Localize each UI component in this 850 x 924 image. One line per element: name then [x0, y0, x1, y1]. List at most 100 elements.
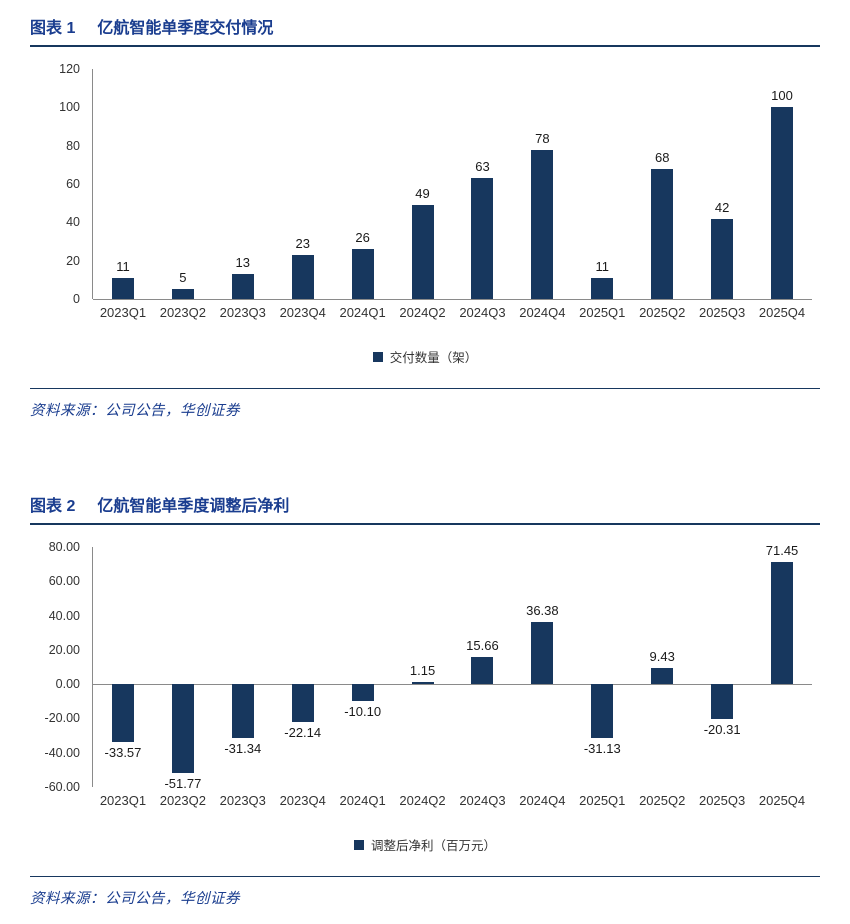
quarterly-adjusted-net-profit-bar-chart: -33.57 2023Q1 -51.77 2023Q2 -31.34 2023Q3 -22.… — [30, 540, 820, 817]
bar — [651, 667, 674, 685]
y-axis-tick-label: 0.00 — [55, 677, 80, 692]
figure-2-legend: 调整后净利（百万元） — [30, 835, 820, 854]
x-axis-category-label: 2023Q3 — [219, 305, 266, 320]
figure-2: 图表 2 亿航智能单季度调整后净利 -33.57 2023Q1 -51.77 2023… — [30, 492, 820, 908]
x-axis-category-label: 2024Q1 — [339, 793, 386, 808]
bar — [771, 561, 794, 685]
bar-value-label: 68 — [654, 149, 670, 165]
y-axis-tick-label: 60.00 — [48, 574, 80, 589]
bar-value-label: 36.38 — [526, 602, 559, 618]
bar-value-label: 42 — [714, 199, 730, 215]
x-axis-category-label: 2025Q2 — [639, 793, 686, 808]
bar — [171, 289, 194, 299]
figure-1-legend: 交付数量（架） — [30, 347, 820, 366]
bar — [291, 684, 314, 723]
figure-2-label: 图表 2 — [30, 498, 76, 515]
bar-value-label: 5 — [179, 270, 187, 286]
bar — [471, 657, 494, 685]
x-axis-category-label: 2023Q4 — [279, 305, 326, 320]
x-axis-category-label: 2023Q3 — [219, 793, 266, 808]
x-axis-category-label: 2024Q3 — [459, 793, 506, 808]
bar-value-label: 11 — [116, 258, 130, 274]
x-axis-category-label: 2023Q1 — [99, 305, 147, 320]
figure-1-header: 图表 1 亿航智能单季度交付情况 — [30, 14, 820, 47]
bar — [471, 178, 494, 299]
x-axis-category-label: 2025Q2 — [639, 305, 686, 320]
y-axis-tick-label: 80.00 — [48, 540, 80, 554]
y-axis-tick-label: 60 — [66, 177, 80, 191]
legend-swatch-icon — [372, 351, 383, 362]
y-axis-tick-label: 100 — [59, 100, 80, 115]
separator-line — [30, 388, 820, 389]
bar — [231, 274, 254, 299]
y-axis-tick-label: 40.00 — [48, 608, 80, 623]
bar — [411, 682, 434, 685]
legend-label: 交付数量（架） — [389, 351, 478, 365]
y-axis-tick-label: -60.00 — [44, 780, 80, 794]
bar-value-label: 100 — [771, 88, 793, 104]
bar — [291, 254, 314, 299]
x-axis-category-label: 2023Q4 — [279, 793, 326, 808]
bar — [351, 684, 374, 702]
bar-value-label: 63 — [475, 159, 490, 175]
x-axis-category-label: 2025Q1 — [579, 305, 626, 320]
bar-value-label: 1.15 — [409, 663, 436, 679]
figure-1-title: 亿航智能单季度交付情况 — [97, 20, 274, 37]
x-axis-category-label: 2024Q2 — [399, 793, 446, 808]
bar-value-label: 71.45 — [765, 542, 799, 558]
x-axis-category-label: 2025Q4 — [758, 793, 806, 808]
x-axis-category-label: 2023Q2 — [159, 305, 206, 320]
figure-1-source-note: 资料来源：公司公告，华创证券 — [30, 403, 240, 419]
bar — [591, 277, 614, 299]
x-axis-category-label: 2025Q3 — [698, 793, 746, 808]
bar — [531, 621, 554, 685]
figure-1-label: 图表 1 — [30, 20, 76, 37]
figure-2-header: 图表 2 亿航智能单季度调整后净利 — [30, 492, 820, 525]
quarterly-deliveries-bar-chart: 11 2023Q1 5 2023Q2 13 2023Q3 23 2023Q4 26 2024Q1 4… — [30, 62, 820, 329]
bar — [771, 107, 794, 299]
legend-label: 调整后净利（百万元） — [370, 839, 496, 853]
y-axis-tick-label: 40 — [66, 215, 80, 230]
bar-value-label: 26 — [355, 230, 370, 246]
bar — [531, 149, 554, 299]
x-axis-category-label: 2024Q2 — [399, 305, 446, 320]
x-axis-line — [93, 684, 812, 686]
bar-value-label: 78 — [535, 130, 550, 146]
bar — [111, 277, 134, 299]
y-axis-tick-label: 20.00 — [48, 642, 80, 657]
plot-area: 11 2023Q1 5 2023Q2 13 2023Q3 23 2023Q4 26 2024Q1 4… — [92, 69, 812, 320]
x-axis-category-label: 2024Q3 — [459, 305, 506, 320]
bar-value-label: 11 — [595, 258, 610, 274]
bar-value-label: -51.77 — [164, 775, 202, 791]
x-axis-category-label: 2025Q4 — [758, 305, 806, 320]
figure-2-source-note: 资料来源：公司公告，华创证券 — [30, 891, 240, 907]
bar-value-label: 13 — [235, 255, 251, 271]
legend-swatch-icon — [353, 839, 364, 850]
x-axis-category-label: 2024Q4 — [519, 305, 566, 320]
bar — [231, 684, 254, 738]
y-axis-tick-label: 120 — [59, 62, 80, 76]
separator-line — [30, 876, 820, 877]
bar — [171, 684, 194, 773]
bar-value-label: -22.14 — [284, 725, 322, 741]
bar-value-label: 15.66 — [466, 638, 499, 654]
bar — [351, 249, 374, 299]
y-axis-tick-label: 20 — [66, 253, 80, 268]
y-axis-tick-label: -20.00 — [44, 711, 80, 726]
bar-value-label: -31.34 — [224, 740, 262, 756]
x-axis-category-label: 2023Q2 — [159, 793, 206, 808]
bar-value-label: -20.31 — [703, 721, 741, 737]
bar-value-label: 23 — [295, 235, 310, 251]
bar — [651, 168, 674, 299]
y-axis-tick-label: 0 — [73, 292, 80, 306]
x-axis-category-label: 2024Q1 — [339, 305, 386, 320]
figure-2-title: 亿航智能单季度调整后净利 — [97, 498, 290, 515]
bar-value-label: -31.13 — [583, 740, 621, 756]
x-axis-category-label: 2025Q3 — [698, 305, 746, 320]
bar — [411, 205, 434, 299]
y-axis-tick-label: 80 — [66, 138, 80, 153]
bar-value-label: 9.43 — [649, 648, 675, 664]
bar — [591, 684, 614, 738]
bar — [111, 684, 134, 742]
